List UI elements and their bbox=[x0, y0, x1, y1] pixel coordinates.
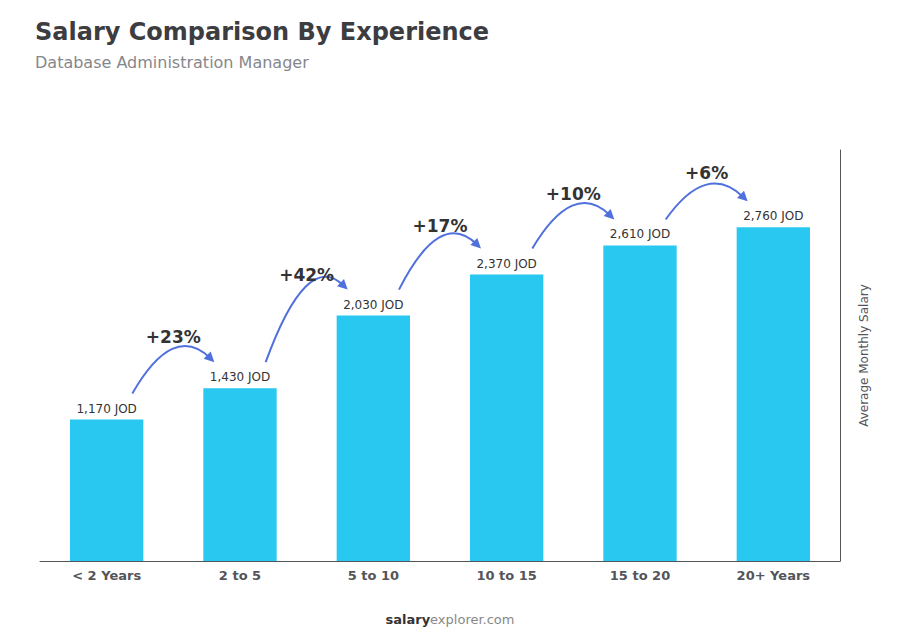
svg-text:+10%: +10% bbox=[546, 184, 601, 204]
svg-text:Database Administration Manage: Database Administration Manager bbox=[35, 53, 309, 72]
svg-text:explorer.com: explorer.com bbox=[430, 612, 514, 627]
svg-text:< 2 Years: < 2 Years bbox=[72, 568, 141, 583]
svg-text:1,430 JOD: 1,430 JOD bbox=[210, 370, 270, 384]
svg-text:5 to 10: 5 to 10 bbox=[348, 568, 399, 583]
svg-text:2,610 JOD: 2,610 JOD bbox=[610, 227, 670, 241]
svg-text:15 to 20: 15 to 20 bbox=[610, 568, 670, 583]
svg-text:+23%: +23% bbox=[146, 327, 201, 347]
svg-text:20+ Years: 20+ Years bbox=[737, 568, 811, 583]
svg-text:Average Monthly Salary: Average Monthly Salary bbox=[857, 284, 871, 427]
svg-text:2 to 5: 2 to 5 bbox=[219, 568, 261, 583]
svg-text:2,370 JOD: 2,370 JOD bbox=[476, 257, 536, 271]
svg-text:+17%: +17% bbox=[413, 216, 468, 236]
svg-text:+42%: +42% bbox=[279, 265, 334, 285]
svg-text:1,170 JOD: 1,170 JOD bbox=[76, 402, 136, 416]
svg-text:+6%: +6% bbox=[685, 163, 728, 183]
svg-text:salary: salary bbox=[385, 612, 430, 627]
svg-text:2,030 JOD: 2,030 JOD bbox=[343, 298, 403, 312]
svg-text:2,760 JOD: 2,760 JOD bbox=[743, 209, 803, 223]
svg-text:10 to 15: 10 to 15 bbox=[476, 568, 536, 583]
svg-text:Salary Comparison By Experienc: Salary Comparison By Experience bbox=[35, 18, 489, 46]
